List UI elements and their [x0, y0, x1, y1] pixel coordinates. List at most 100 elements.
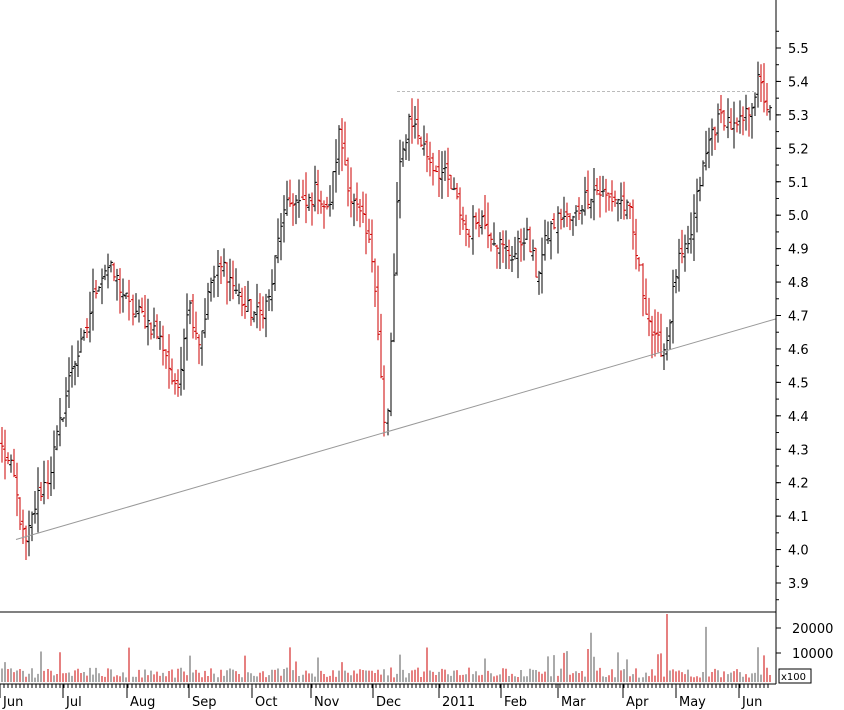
- ohlc-bar: [610, 180, 614, 212]
- ohlc-bar: [234, 268, 238, 295]
- ohlc-bar: [358, 199, 362, 228]
- ohlc-bar: [373, 258, 377, 308]
- ohlc-bar: [67, 357, 71, 409]
- price-tick-label: 3.9: [788, 577, 809, 592]
- ohlc-bar: [631, 199, 635, 250]
- price-tick-label: 4.3: [788, 443, 809, 458]
- ohlc-bar: [522, 227, 526, 261]
- ohlc-bar: [176, 369, 180, 397]
- ohlc-bar: [222, 248, 226, 277]
- ohlc-bar: [407, 113, 411, 161]
- ohlc-bar: [246, 280, 250, 312]
- month-label: Feb: [504, 695, 527, 710]
- ohlc-bar: [36, 467, 40, 533]
- ohlc-bar: [665, 327, 669, 361]
- ohlc-bar: [437, 149, 441, 197]
- ohlc-bar: [404, 134, 408, 161]
- ohlc-bar: [625, 199, 629, 220]
- ohlc-bar: [467, 228, 471, 248]
- ohlc-bar: [343, 121, 347, 166]
- month-label: Nov: [314, 695, 340, 710]
- ohlc-bar: [240, 287, 244, 317]
- ohlc-bar: [695, 178, 699, 233]
- ohlc-bar: [15, 462, 19, 517]
- ohlc-bar: [58, 397, 62, 447]
- ohlc-bar: [188, 300, 192, 325]
- ohlc-bar: [616, 198, 620, 222]
- ohlc-bar: [328, 185, 332, 217]
- ohlc-bar: [416, 98, 420, 145]
- ohlc-bar: [756, 61, 760, 108]
- ohlc-bar: [446, 147, 450, 197]
- ohlc-bar: [55, 425, 59, 451]
- ohlc-bar: [586, 170, 590, 210]
- ohlc-bar: [319, 190, 323, 214]
- price-tick-label: 4.4: [788, 410, 809, 425]
- month-label: Aug: [130, 695, 155, 710]
- month-label: Apr: [626, 695, 649, 710]
- ohlc-bar: [361, 191, 365, 223]
- ohlc-bar: [103, 264, 107, 281]
- ohlc-bar: [692, 194, 696, 262]
- ohlc-bar: [231, 260, 235, 300]
- ohlc-bar: [334, 139, 338, 193]
- ohlc-bar: [194, 311, 198, 340]
- ohlc-bar: [458, 187, 462, 235]
- ohlc-bar: [118, 268, 122, 314]
- ohlc-bar: [325, 196, 329, 210]
- ohlc-bar: [33, 491, 37, 524]
- ohlc-bar: [489, 232, 493, 252]
- ohlc-bar: [604, 178, 608, 213]
- ohlc-bar: [252, 311, 256, 323]
- ohlc-bar: [483, 195, 487, 230]
- ohlc-bar: [504, 230, 508, 269]
- ohlc-bar: [179, 346, 183, 396]
- ohlc-bar: [413, 106, 417, 139]
- ohlc-bar: [577, 197, 581, 221]
- ohlc-bar: [106, 253, 110, 289]
- price-axis: 3.9 4.0 4.1 4.2 4.3 4.4 4.5 4.6 4.7 4.8 4.9 5.0 5.1 5…: [776, 30, 809, 601]
- price-tick-label: 5.1: [788, 176, 809, 191]
- ohlc-bar: [461, 206, 465, 230]
- ohlc-bar: [276, 218, 280, 264]
- ohlc-bar: [322, 200, 326, 229]
- ohlc-bar: [671, 269, 675, 344]
- ohlc-bar: [534, 247, 538, 278]
- ohlc-bar: [200, 330, 204, 366]
- ohlc-bar: [516, 230, 520, 279]
- ohlc-bar: [0, 427, 4, 463]
- ohlc-bar: [501, 230, 505, 263]
- ohlc-bar: [713, 126, 717, 150]
- ohlc-bar: [592, 167, 596, 221]
- ohlc-bar: [79, 328, 83, 353]
- ohlc-bar: [294, 195, 298, 225]
- volume-tick-label: 10000: [792, 647, 833, 662]
- ohlc-bar: [440, 151, 444, 199]
- ohlc-bar: [121, 278, 125, 313]
- ohlc-bar: [644, 278, 648, 315]
- ohlc-bar: [729, 108, 733, 130]
- ohlc-bar: [386, 408, 390, 436]
- ohlc-bar: [352, 193, 356, 227]
- volume-panel: [1, 614, 771, 682]
- ohlc-bar: [674, 269, 678, 294]
- ohlc-bar: [270, 269, 274, 312]
- ohlc-bar: [477, 208, 481, 238]
- price-tick-label: 5.3: [788, 109, 809, 124]
- ohlc-bar: [422, 125, 426, 156]
- ohlc-bar: [580, 205, 584, 225]
- month-axis: Jun Jul Aug Sep Oct Nov Dec 2011 Feb Mar Apr May Jun: [0, 684, 769, 710]
- ohlc-bar: [203, 298, 207, 338]
- ohlc-bar: [6, 452, 10, 465]
- ohlc-bar: [622, 181, 626, 220]
- price-bars: [0, 61, 772, 560]
- ohlc-bar: [109, 260, 113, 273]
- ohlc-bar: [191, 294, 195, 339]
- ohlc-bar: [316, 169, 320, 215]
- ohlc-bar: [565, 202, 569, 227]
- ohlc-bar: [206, 282, 210, 320]
- ohlc-bar: [677, 238, 681, 292]
- ohlc-bar: [273, 255, 277, 292]
- volume-unit-box: [778, 668, 812, 684]
- ohlc-bar: [100, 268, 104, 305]
